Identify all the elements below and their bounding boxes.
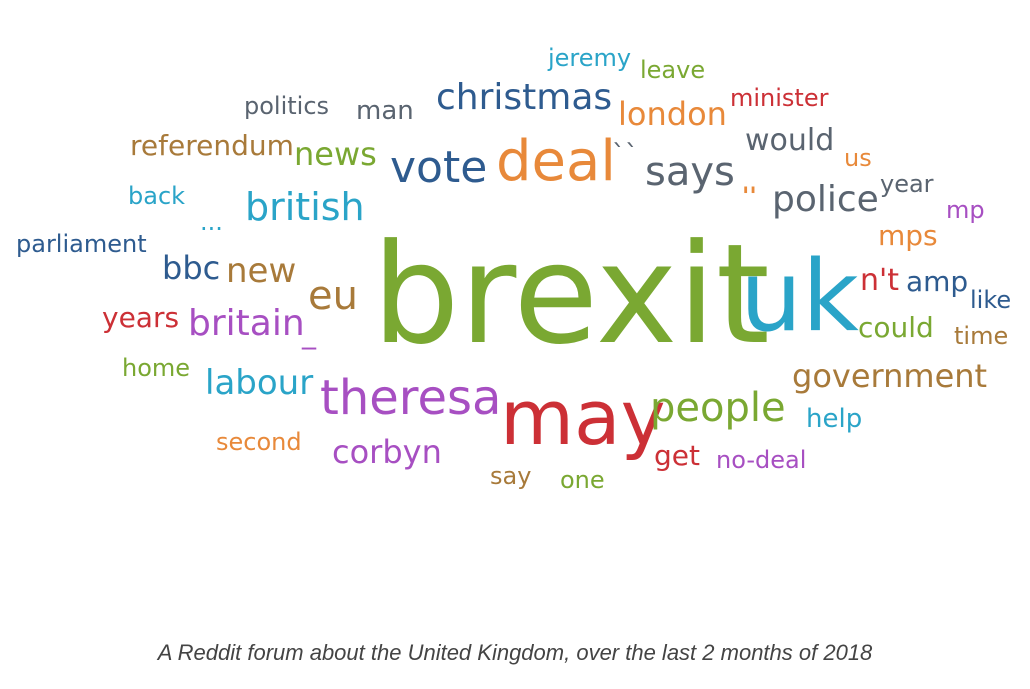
word-deal: deal — [496, 129, 616, 194]
word-referendum: referendum — [130, 129, 294, 162]
word-vote: vote — [390, 142, 488, 193]
word-one: one — [560, 466, 605, 494]
word-mp: mp — [946, 196, 985, 224]
word-politics: politics — [244, 92, 330, 120]
word-quotes: '' — [742, 182, 757, 210]
word-us: us — [844, 144, 872, 172]
word-eu: eu — [308, 273, 358, 319]
word-home: home — [122, 354, 191, 382]
word-police: police — [772, 179, 879, 220]
word-parliament: parliament — [16, 230, 147, 258]
word-nt: n't — [860, 263, 900, 298]
word-news: news — [294, 135, 377, 173]
word-no-deal: no-deal — [716, 446, 807, 474]
word-get: get — [654, 439, 700, 472]
word-labour: labour — [205, 363, 314, 403]
word-man: man — [356, 96, 414, 126]
word-jeremy: jeremy — [548, 44, 632, 72]
word-ellipsis: ... — [200, 208, 223, 236]
word-year: year — [880, 170, 934, 198]
word-help: help — [806, 404, 863, 434]
word-could: could — [858, 311, 934, 344]
word-london: london — [618, 95, 727, 133]
word-says: says — [645, 149, 735, 195]
word-mps: mps — [878, 219, 938, 252]
word-people: people — [650, 385, 786, 431]
word-uk: uk — [740, 240, 859, 354]
word-may: may — [500, 373, 666, 462]
word-like: like — [970, 286, 1012, 314]
word-cloud: brexit uk may deal theresa vote people c… — [16, 44, 1012, 494]
word-christmas: christmas — [436, 77, 613, 118]
word-british: british — [245, 185, 365, 229]
word-minister: minister — [730, 84, 829, 112]
word-leave: leave — [640, 56, 706, 84]
word-corbyn: corbyn — [332, 433, 442, 471]
word-say: say — [490, 462, 532, 490]
word-backticks: `` — [612, 140, 638, 170]
word-theresa: theresa — [320, 370, 502, 426]
word-britain: britain — [188, 303, 305, 344]
word-government: government — [792, 357, 988, 395]
word-bbc: bbc — [162, 249, 221, 287]
word-time: time — [954, 322, 1009, 350]
word-underscore: _ — [302, 317, 316, 350]
figure-caption: A Reddit forum about the United Kingdom,… — [157, 640, 873, 665]
word-amp: amp — [906, 265, 969, 298]
word-years: years — [102, 301, 180, 334]
word-second: second — [216, 428, 302, 456]
word-new: new — [226, 251, 297, 291]
word-would: would — [745, 123, 835, 158]
word-back: back — [128, 182, 186, 210]
word-brexit: brexit — [372, 214, 770, 375]
